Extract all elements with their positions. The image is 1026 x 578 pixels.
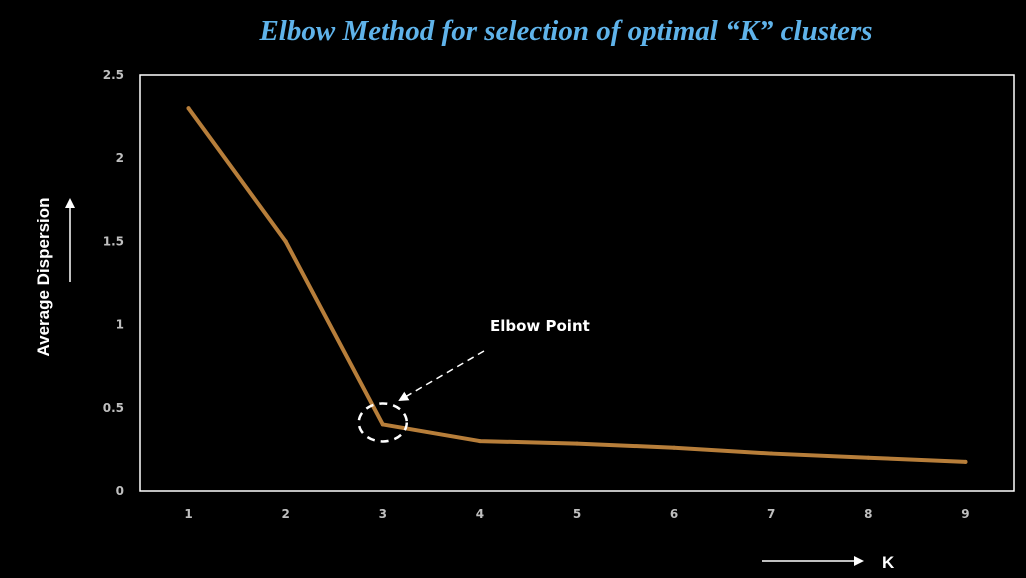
y-axis-label: Average Dispersion [34,197,53,356]
y-tick-label: 2.5 [103,68,124,82]
y-tick-labels: 0 0.5 1 1.5 2 2.5 [103,68,124,498]
y-tick-label: 0.5 [103,401,124,415]
x-tick-label: 9 [961,507,969,521]
x-tick-label: 8 [864,507,872,521]
elbow-annotation: Elbow Point [357,317,590,443]
data-point [380,422,385,427]
elbow-pointer-arrow [398,350,485,402]
x-tick-label: 7 [767,507,775,521]
plot-area-border [139,74,1015,492]
y-tick-label: 0 [116,484,124,498]
data-point [866,455,871,460]
data-point [283,239,288,244]
data-point [575,441,579,446]
data-point [186,106,191,111]
y-tick-label: 1 [116,318,124,332]
x-tick-label: 2 [281,507,289,521]
series-group [186,106,968,464]
data-point [769,451,774,456]
x-tick-label: 1 [184,507,192,521]
y-tick-label: 1.5 [103,234,124,248]
chart-title: Elbow Method for selection of optimal “K… [258,15,872,47]
x-tick-label: 4 [476,507,484,521]
series-line [186,106,968,464]
x-tick-label: 3 [379,507,387,521]
x-tick-label: 6 [670,507,678,521]
x-tick-label: 5 [573,507,581,521]
x-axis-label: K [882,553,895,572]
elbow-point-label: Elbow Point [490,317,590,335]
plot-frame [139,74,1015,492]
x-tick-labels: 1 2 3 4 5 6 7 8 9 [184,507,969,521]
data-point [672,445,677,450]
y-tick-label: 2 [116,151,124,165]
data-point [963,459,968,464]
data-point [477,439,482,444]
elbow-highlight-circle [357,402,409,443]
